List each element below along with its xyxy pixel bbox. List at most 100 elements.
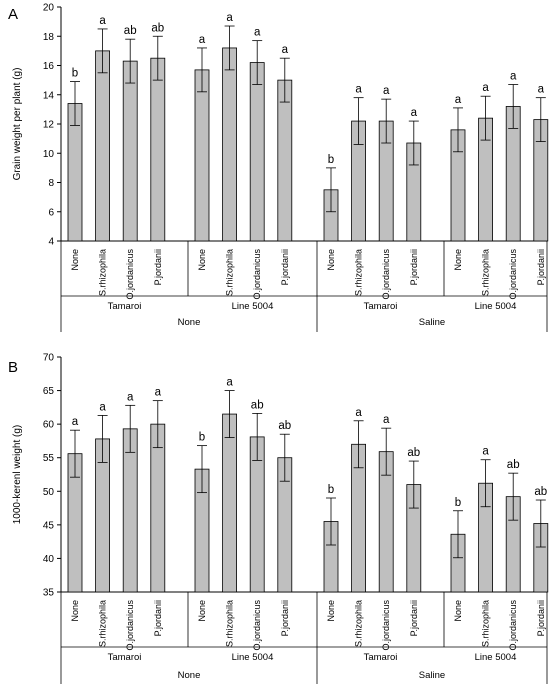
significance-label: b — [455, 497, 461, 509]
significance-label: a — [155, 387, 162, 399]
significance-label: a — [127, 391, 134, 403]
cultivar-label: Line 5004 — [475, 652, 517, 663]
significance-label: a — [226, 12, 233, 24]
bar — [194, 69, 210, 242]
significance-label: b — [199, 432, 205, 444]
category-label: S.rhizophila — [98, 249, 108, 296]
significance-label: ab — [251, 399, 264, 411]
category-label: O.jordanicus — [252, 600, 262, 651]
cultivar-label: Line 5004 — [475, 301, 517, 312]
y-tick-label: 6 — [48, 207, 54, 218]
y-tick-label: 8 — [48, 178, 54, 189]
significance-label: ab — [534, 486, 547, 498]
category-label: None — [326, 600, 336, 622]
category-label: O.jordanicus — [381, 600, 391, 651]
category-label: None — [326, 249, 336, 271]
significance-label: a — [411, 107, 418, 119]
category-label: S.rhizophila — [225, 249, 235, 296]
category-label: P.jordanii — [280, 600, 290, 636]
significance-label: a — [254, 27, 261, 39]
significance-label: a — [72, 416, 79, 428]
category-label: P.jordanii — [536, 600, 546, 636]
significance-label: b — [328, 484, 334, 496]
significance-label: a — [226, 377, 233, 389]
significance-label: a — [199, 34, 206, 46]
cultivar-label: Tamaroi — [364, 301, 398, 312]
category-label: None — [197, 600, 207, 622]
bar — [150, 57, 166, 242]
panel-a: A 4 6 8 10 12 14 16 18 20 Grain weight per plant (… — [8, 3, 549, 332]
bar — [122, 428, 138, 593]
category-label: O.jordanicus — [508, 600, 518, 651]
y-tick-label: 45 — [43, 520, 55, 531]
category-label: S.rhizophila — [481, 600, 491, 647]
significance-label: ab — [151, 22, 164, 34]
category-label: P.jordanii — [536, 249, 546, 285]
significance-label: a — [482, 446, 489, 458]
y-tick-label: 50 — [43, 487, 55, 498]
y-tick-label: 60 — [43, 420, 55, 431]
significance-label: a — [99, 401, 106, 413]
y-axis-title: Grain weight per plant (g) — [12, 68, 23, 181]
y-tick-label: 35 — [43, 588, 55, 599]
significance-label: ab — [507, 459, 520, 471]
significance-label: b — [328, 154, 334, 166]
y-tick-label: 70 — [43, 353, 55, 364]
cultivar-label: Line 5004 — [232, 301, 274, 312]
category-label: S.rhizophila — [225, 600, 235, 647]
y-tick-label: 18 — [43, 32, 55, 43]
category-label: None — [197, 249, 207, 271]
panel-b: B 35 40 45 50 55 60 65 70 1000-kerenl weight (g) a… — [8, 353, 549, 684]
significance-label: a — [355, 407, 362, 419]
category-label: None — [70, 249, 80, 271]
significance-label: a — [510, 71, 517, 83]
category-label: P.jordanii — [153, 600, 163, 636]
condition-label: None — [178, 670, 201, 681]
significance-label: a — [282, 44, 289, 56]
bar — [122, 60, 138, 242]
condition-label: Saline — [419, 317, 445, 328]
significance-label: a — [355, 84, 362, 96]
bar — [222, 47, 238, 242]
y-tick-label: 10 — [43, 149, 55, 160]
bar — [150, 423, 166, 593]
significance-label: a — [383, 85, 390, 97]
y-tick-label: 4 — [48, 237, 54, 248]
significance-label: b — [72, 68, 78, 80]
y-tick-label: 12 — [43, 120, 55, 131]
significance-label: ab — [278, 420, 291, 432]
category-label: None — [70, 600, 80, 622]
bar — [95, 50, 110, 242]
category-label: P.jordanii — [153, 249, 163, 285]
cultivar-label: Line 5004 — [232, 652, 274, 663]
panel-label: B — [8, 359, 18, 376]
category-label: P.jordanii — [280, 249, 290, 285]
significance-label: a — [99, 15, 106, 27]
category-label: O.jordanicus — [125, 600, 135, 651]
significance-label: a — [538, 84, 545, 96]
significance-label: a — [455, 94, 462, 106]
category-label: P.jordanii — [409, 249, 419, 285]
significance-label: ab — [407, 447, 420, 459]
y-tick-label: 20 — [43, 3, 55, 14]
significance-label: a — [383, 414, 390, 426]
category-label: S.rhizophila — [481, 249, 491, 296]
category-label: None — [453, 600, 463, 622]
bar — [277, 79, 293, 242]
cultivar-label: Tamaroi — [108, 652, 142, 663]
category-label: O.jordanicus — [381, 249, 391, 300]
category-label: S.rhizophila — [354, 249, 364, 296]
y-tick-label: 65 — [43, 386, 55, 397]
condition-label: None — [178, 317, 201, 328]
cultivar-label: Tamaroi — [364, 652, 398, 663]
category-label: S.rhizophila — [354, 600, 364, 647]
category-label: O.jordanicus — [508, 249, 518, 300]
bar — [222, 413, 238, 593]
panel-label: A — [8, 6, 18, 23]
y-axis-title: 1000-kerenl weight (g) — [12, 425, 23, 525]
y-tick-label: 40 — [43, 554, 55, 565]
cultivar-label: Tamaroi — [108, 301, 142, 312]
category-label: P.jordanii — [409, 600, 419, 636]
significance-label: ab — [124, 25, 137, 37]
